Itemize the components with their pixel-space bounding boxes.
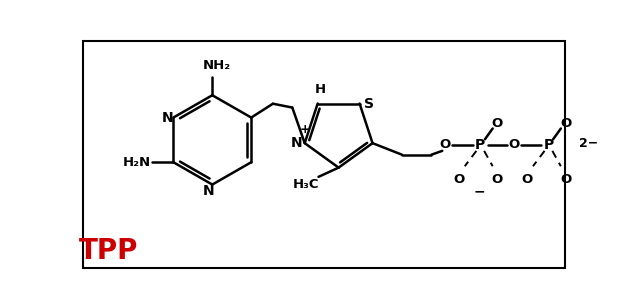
Text: O: O xyxy=(492,117,503,130)
Text: S: S xyxy=(364,97,374,110)
Text: N: N xyxy=(161,110,173,125)
Text: TPP: TPP xyxy=(79,237,138,265)
Text: O: O xyxy=(560,173,571,186)
Text: P: P xyxy=(544,138,554,152)
Text: N: N xyxy=(203,185,214,199)
Text: O: O xyxy=(440,138,451,151)
Text: H₃C: H₃C xyxy=(293,178,319,191)
Text: 2−: 2− xyxy=(579,137,599,150)
Text: −: − xyxy=(473,184,485,198)
Text: O: O xyxy=(560,117,571,130)
Text: H₂N: H₂N xyxy=(123,156,151,169)
Text: H: H xyxy=(315,83,326,96)
Text: O: O xyxy=(509,138,520,151)
Text: P: P xyxy=(475,138,485,152)
Text: O: O xyxy=(453,173,464,186)
FancyBboxPatch shape xyxy=(83,41,565,268)
Text: N: N xyxy=(291,136,303,150)
Text: +: + xyxy=(300,123,310,136)
Text: NH₂: NH₂ xyxy=(203,59,231,72)
Text: O: O xyxy=(492,173,503,186)
Text: O: O xyxy=(521,173,532,186)
